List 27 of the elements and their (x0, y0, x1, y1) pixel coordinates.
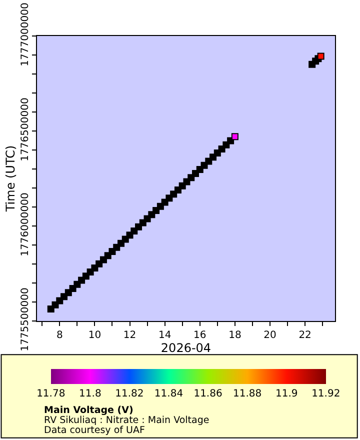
color-bar-label: 11.86 (194, 388, 222, 400)
x-tick-label: 10 (88, 330, 102, 341)
y-tick-label: 1775500000 (20, 288, 31, 352)
y-tick-label: 1776000000 (20, 192, 31, 256)
x-tick-label: 18 (228, 330, 242, 341)
x-tick-label: 20 (264, 330, 276, 341)
x-tick-label: 14 (158, 330, 172, 341)
color-bar-title: Main Voltage (V) (44, 405, 134, 416)
x-tick-label: 12 (123, 330, 136, 341)
color-bar-label: 11.88 (232, 388, 262, 400)
color-bar-label: 11.82 (115, 388, 144, 400)
point (231, 133, 238, 140)
y-axis-title: Time (UTC) (3, 145, 18, 213)
x-tick-label: 16 (194, 330, 206, 341)
x-tick-label: 8 (56, 330, 63, 341)
color-bar-label: 11.9 (275, 388, 298, 400)
point (317, 52, 324, 60)
text: RV Sikuliaq : Nitrate : Main Voltage (44, 415, 210, 426)
color-bar-label: 11.84 (154, 388, 184, 400)
x-axis-title: 2026-04 (160, 341, 212, 355)
color-bar-label: 11.78 (36, 388, 66, 400)
y-tick-label: 1777000000 (20, 2, 31, 66)
y-tick-label: 1776500000 (20, 98, 31, 162)
color-bar-label: 11.8 (79, 388, 102, 400)
x-tick-label: 22 (298, 330, 312, 341)
color-bar-label: 11.92 (312, 388, 340, 400)
text: Data courtesy of UAF (44, 425, 145, 436)
